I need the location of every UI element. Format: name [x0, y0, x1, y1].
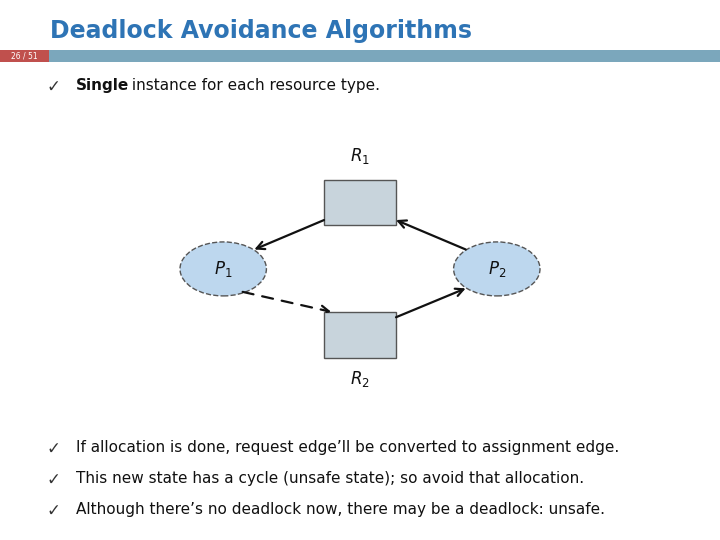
Text: ✓: ✓	[47, 78, 60, 96]
Text: If allocation is done, request edge’ll be converted to assignment edge.: If allocation is done, request edge’ll b…	[76, 440, 619, 455]
Text: $R_1$: $R_1$	[350, 146, 370, 166]
Text: Single: Single	[76, 78, 129, 93]
Text: This new state has a cycle (unsafe state); so avoid that allocation.: This new state has a cycle (unsafe state…	[76, 471, 584, 486]
Bar	[324, 179, 396, 226]
Ellipse shape	[454, 242, 540, 296]
Text: Deadlock Avoidance Algorithms: Deadlock Avoidance Algorithms	[50, 19, 472, 43]
Text: ✓: ✓	[47, 471, 60, 489]
Ellipse shape	[180, 242, 266, 296]
Text: 26 / 51: 26 / 51	[12, 52, 37, 60]
Text: $P_1$: $P_1$	[214, 259, 233, 279]
Text: $R_2$: $R_2$	[350, 368, 370, 389]
Text: ✓: ✓	[47, 440, 60, 458]
Text: $P_2$: $P_2$	[487, 259, 506, 279]
Bar	[0, 50, 720, 62]
Bar	[324, 312, 396, 357]
Bar	[0, 50, 49, 62]
Text: ✓: ✓	[47, 502, 60, 519]
Text: instance for each resource type.: instance for each resource type.	[127, 78, 380, 93]
Text: Although there’s no deadlock now, there may be a deadlock: unsafe.: Although there’s no deadlock now, there …	[76, 502, 605, 517]
